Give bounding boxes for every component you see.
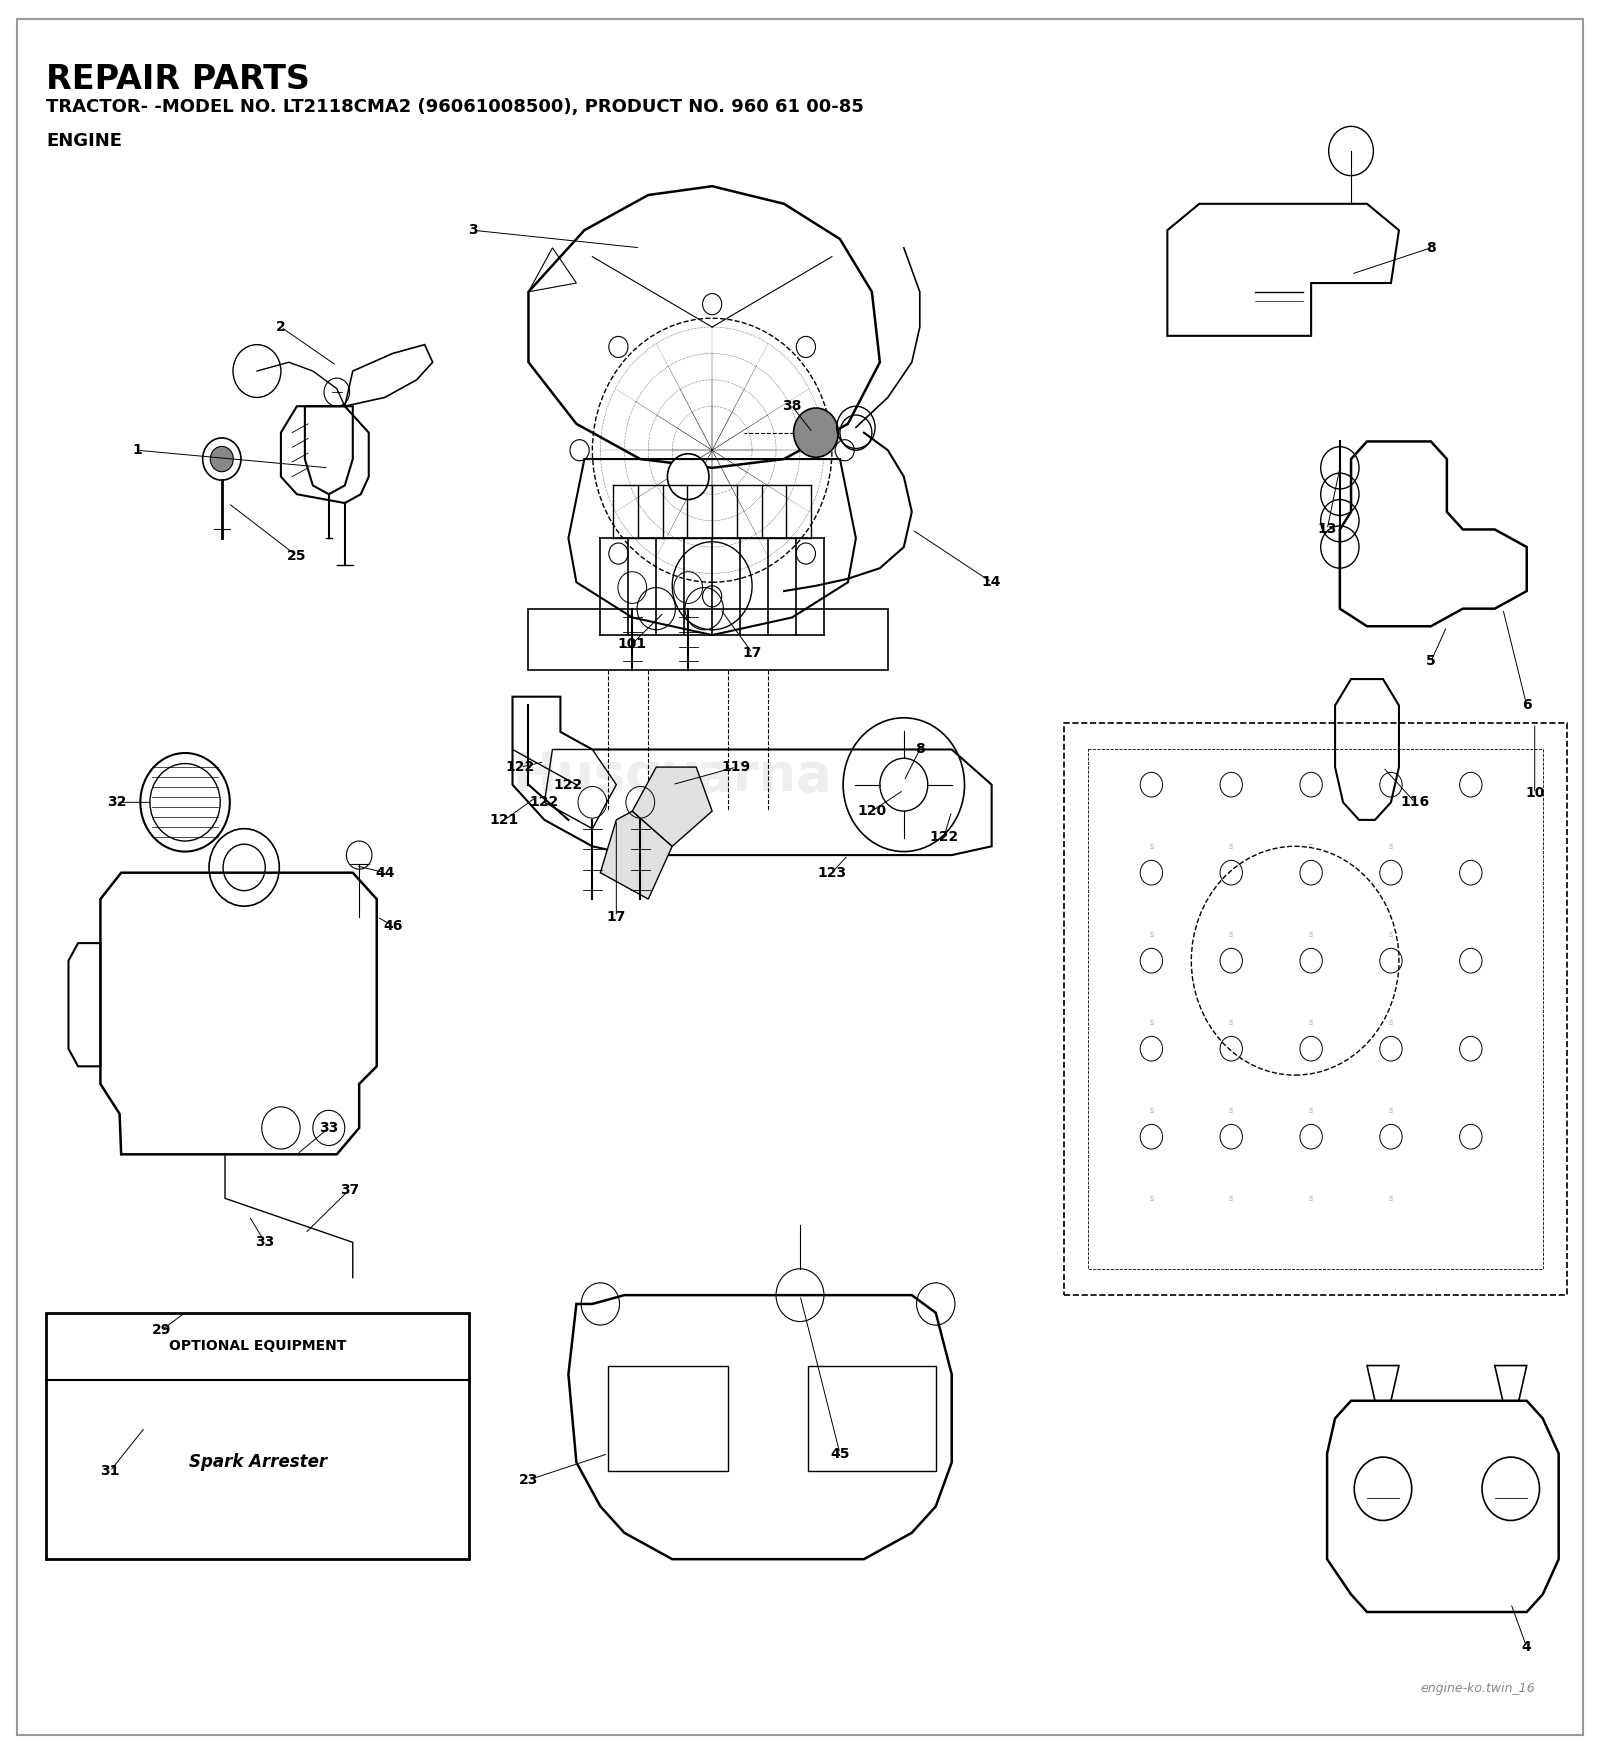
Text: TRACTOR- -MODEL NO. LT2118CMA2 (96061008500), PRODUCT NO. 960 61 00-85: TRACTOR- -MODEL NO. LT2118CMA2 (96061008… [46, 99, 864, 116]
Text: s: s [1229, 929, 1234, 940]
Text: engine-ko.twin_16: engine-ko.twin_16 [1419, 1682, 1534, 1694]
Polygon shape [632, 767, 712, 846]
Text: Spark Arrester: Spark Arrester [189, 1453, 326, 1472]
Text: 3: 3 [467, 224, 477, 238]
Text: 5: 5 [1426, 654, 1435, 668]
Text: ENGINE: ENGINE [46, 132, 122, 150]
Text: 13: 13 [1317, 522, 1336, 536]
Text: 6: 6 [1522, 698, 1531, 712]
Circle shape [210, 446, 234, 472]
Text: s: s [1389, 1194, 1394, 1202]
Text: s: s [1389, 1017, 1394, 1026]
Text: 31: 31 [101, 1465, 120, 1477]
Text: Husqvarna: Husqvarna [512, 749, 832, 802]
Text: s: s [1149, 929, 1154, 940]
Text: s: s [1389, 929, 1394, 940]
Text: s: s [1149, 1017, 1154, 1026]
Text: s: s [1149, 1105, 1154, 1114]
Text: 119: 119 [722, 760, 750, 774]
Text: 122: 122 [530, 795, 558, 809]
Text: s: s [1389, 1105, 1394, 1114]
Text: 25: 25 [286, 548, 307, 562]
Text: s: s [1229, 1105, 1234, 1114]
Text: 17: 17 [606, 910, 626, 924]
Text: s: s [1149, 1194, 1154, 1202]
Text: 37: 37 [339, 1183, 360, 1197]
Text: 121: 121 [490, 813, 518, 827]
Text: 32: 32 [107, 795, 126, 809]
Text: 29: 29 [152, 1324, 171, 1338]
Polygon shape [600, 811, 672, 899]
Text: 120: 120 [858, 804, 886, 818]
Text: 8: 8 [1426, 242, 1435, 256]
Text: s: s [1149, 841, 1154, 852]
Text: s: s [1229, 1017, 1234, 1026]
Text: 33: 33 [318, 1121, 339, 1135]
Text: s: s [1389, 841, 1394, 852]
Text: s: s [1229, 841, 1234, 852]
Text: s: s [1309, 1017, 1314, 1026]
Text: 116: 116 [1400, 795, 1429, 809]
Text: s: s [1229, 1194, 1234, 1202]
Text: 10: 10 [1525, 786, 1544, 800]
Text: s: s [1309, 1105, 1314, 1114]
Text: 123: 123 [818, 866, 846, 880]
Text: 8: 8 [915, 742, 925, 756]
Text: 1: 1 [133, 443, 142, 457]
Text: REPAIR PARTS: REPAIR PARTS [46, 63, 310, 95]
Text: 45: 45 [830, 1447, 850, 1460]
Text: 17: 17 [742, 645, 762, 659]
Text: 46: 46 [382, 919, 402, 933]
Text: s: s [1309, 929, 1314, 940]
Text: 14: 14 [982, 575, 1002, 589]
Text: 101: 101 [618, 636, 646, 651]
Text: 122: 122 [506, 760, 534, 774]
Text: 33: 33 [256, 1236, 275, 1250]
Text: s: s [1309, 841, 1314, 852]
Text: 23: 23 [518, 1472, 538, 1486]
Text: 122: 122 [930, 830, 958, 844]
Text: 122: 122 [554, 777, 582, 792]
Text: 2: 2 [277, 321, 286, 333]
Circle shape [667, 453, 709, 499]
FancyBboxPatch shape [46, 1313, 469, 1558]
Circle shape [794, 407, 838, 457]
Text: 44: 44 [374, 866, 395, 880]
Text: s: s [1309, 1194, 1314, 1202]
Text: 38: 38 [782, 398, 802, 413]
Text: OPTIONAL EQUIPMENT: OPTIONAL EQUIPMENT [170, 1340, 347, 1354]
Text: 4: 4 [1522, 1640, 1531, 1654]
